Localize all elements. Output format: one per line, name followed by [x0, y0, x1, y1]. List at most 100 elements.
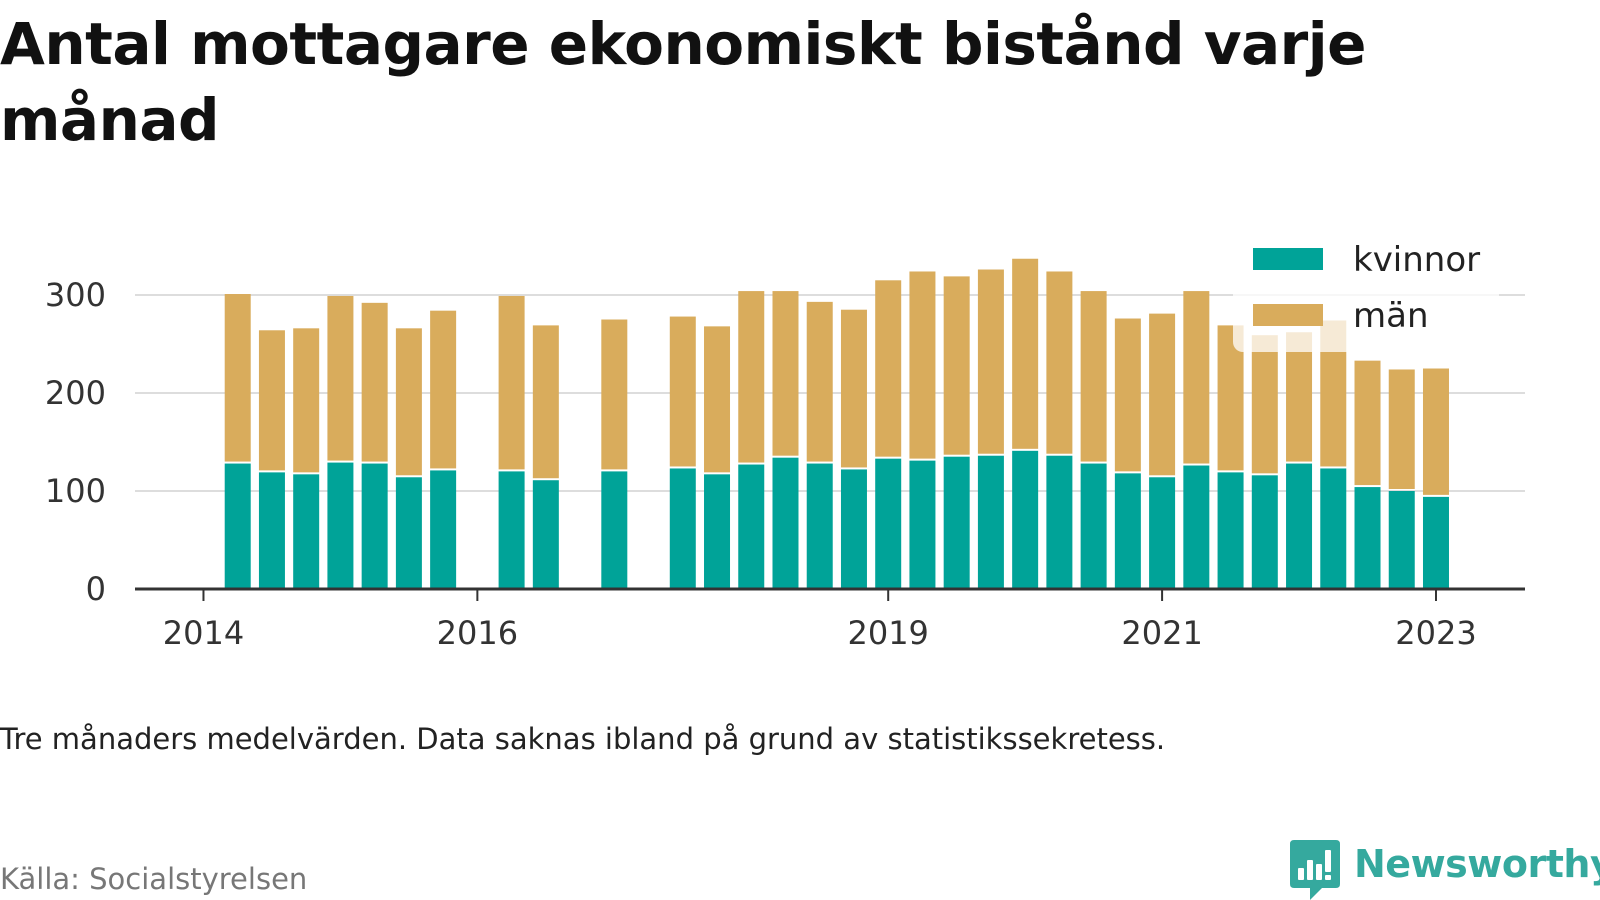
bar-man	[258, 330, 285, 471]
bar-kvinnor	[875, 458, 902, 589]
chart: 0 100 200 300 2014 2016 2019 2021 2023 kvinnor m…	[45, 240, 1525, 652]
bar-kvinnor	[1012, 450, 1039, 589]
bar-man	[532, 325, 559, 479]
bar-kvinnor	[1046, 455, 1073, 589]
bar-kvinnor	[1149, 477, 1176, 589]
bar-stack	[669, 316, 696, 589]
bar-kvinnor	[1320, 468, 1347, 589]
bar-man	[1251, 335, 1278, 474]
bar-man	[293, 328, 320, 473]
bar-kvinnor	[327, 462, 354, 589]
bar-stack	[1183, 291, 1210, 589]
bar-man	[1183, 291, 1210, 464]
x-tick-label: 2021	[1121, 614, 1202, 652]
bar-stack	[601, 319, 628, 589]
bar-man	[498, 295, 525, 470]
y-tick-label: 300	[45, 276, 106, 314]
bar-man	[806, 301, 833, 462]
bar-stack	[430, 310, 457, 589]
bar-stack	[1286, 332, 1313, 589]
bar-stack	[1080, 291, 1107, 589]
bar-kvinnor	[1217, 472, 1244, 589]
bar-stack	[977, 269, 1004, 589]
bar-kvinnor	[977, 455, 1004, 589]
bar-kvinnor	[430, 470, 457, 589]
bar-stack	[704, 326, 731, 589]
x-tick-label: 2016	[437, 614, 518, 652]
bar-man	[943, 276, 970, 455]
bar-stack	[498, 295, 525, 589]
brand-logo: Newsworthy	[1290, 840, 1600, 900]
bar-man	[395, 328, 422, 476]
bar-man	[738, 291, 765, 463]
bar-kvinnor	[943, 456, 970, 589]
bar-man	[909, 271, 936, 459]
bar-man	[1149, 313, 1176, 476]
bar-stack	[1149, 313, 1176, 589]
bar-man	[977, 269, 1004, 454]
newsworthy-logo-icon	[1290, 840, 1340, 900]
bar-man	[669, 316, 696, 467]
bar-kvinnor	[532, 480, 559, 589]
bar-man	[772, 291, 799, 456]
bars	[224, 258, 1449, 589]
x-tick-label: 2019	[847, 614, 928, 652]
bar-kvinnor	[704, 474, 731, 589]
bar-kvinnor	[909, 460, 936, 589]
bar-man	[1354, 360, 1381, 486]
bar-kvinnor	[1388, 491, 1415, 589]
bar-kvinnor	[361, 463, 388, 589]
bar-man	[224, 294, 251, 462]
bar-man	[840, 309, 867, 468]
bar-kvinnor	[395, 477, 422, 589]
bar-stack	[532, 325, 559, 589]
legend-swatch-kvinnor	[1253, 248, 1323, 270]
bar-stack	[1114, 318, 1141, 589]
bar-man	[327, 295, 354, 461]
bar-kvinnor	[1251, 475, 1278, 589]
bar-man	[1388, 369, 1415, 489]
x-tick-label: 2014	[163, 614, 244, 652]
x-axis: 2014 2016 2019 2021 2023	[135, 587, 1525, 652]
bar-kvinnor	[224, 463, 251, 589]
bar-stack	[909, 271, 936, 589]
bar-stack	[875, 280, 902, 589]
bar-kvinnor	[840, 469, 867, 589]
bar-kvinnor	[1286, 463, 1313, 589]
bar-stack	[840, 309, 867, 589]
legend-swatch-man	[1253, 304, 1323, 326]
bar-man	[1046, 271, 1073, 454]
brand-name: Newsworthy	[1354, 842, 1600, 886]
chart-note: Tre månaders medelvärden. Data saknas ib…	[0, 722, 1166, 756]
bar-stack	[293, 328, 320, 589]
bar-stack	[327, 295, 354, 589]
bar-kvinnor	[738, 464, 765, 589]
bar-stack	[1388, 369, 1415, 589]
bar-stack	[361, 302, 388, 589]
bar-man	[1114, 318, 1141, 472]
bar-man	[1422, 368, 1449, 495]
bar-stack	[1012, 258, 1039, 589]
bar-man	[1286, 332, 1313, 462]
bar-kvinnor	[293, 474, 320, 589]
bar-kvinnor	[1080, 463, 1107, 589]
bar-kvinnor	[669, 468, 696, 589]
source-credit: Källa: Socialstyrelsen	[0, 862, 308, 896]
chart-title: Antal mottagare ekonomiskt bistånd varje…	[0, 10, 1367, 154]
legend-label-kvinnor: kvinnor	[1353, 240, 1480, 280]
bar-kvinnor	[1183, 465, 1210, 589]
bar-man	[1012, 258, 1039, 449]
bar-man	[875, 280, 902, 457]
bar-stack	[1046, 271, 1073, 589]
bar-stack	[772, 291, 799, 589]
bar-kvinnor	[601, 471, 628, 589]
y-tick-label: 200	[45, 374, 106, 412]
bar-man	[704, 326, 731, 473]
bar-kvinnor	[498, 471, 525, 589]
bar-kvinnor	[1354, 487, 1381, 589]
y-tick-labels: 0 100 200 300	[45, 276, 106, 608]
legend-label-man: män	[1353, 296, 1429, 336]
bar-stack	[258, 330, 285, 589]
bar-kvinnor	[772, 457, 799, 589]
bar-kvinnor	[258, 472, 285, 589]
